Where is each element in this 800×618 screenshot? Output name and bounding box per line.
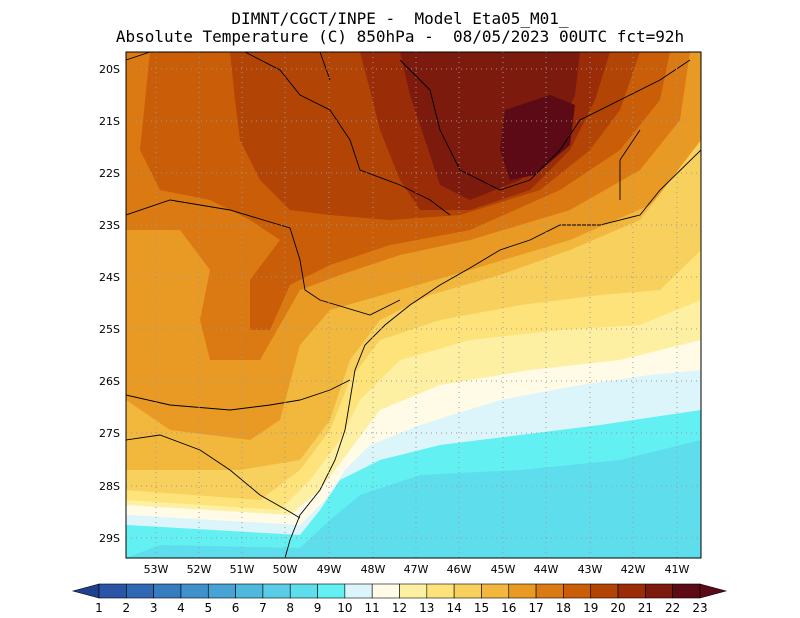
colorbar-cell: [153, 583, 182, 599]
lon-label: 52W: [187, 563, 212, 576]
colorbar-cell: [207, 583, 236, 599]
colorbar-cell: [453, 583, 482, 599]
lat-label: 27S: [99, 427, 120, 440]
colorbar-label: 13: [419, 601, 434, 615]
colorbar-label: 2: [122, 601, 130, 615]
colorbar-label: 3: [150, 601, 158, 615]
lon-label: 45W: [491, 563, 516, 576]
lat-label: 29S: [99, 532, 120, 545]
lon-label: 48W: [361, 563, 386, 576]
colorbar-cell: [98, 583, 127, 599]
lat-label: 24S: [99, 271, 120, 284]
colorbar-label: 16: [501, 601, 516, 615]
colorbar-label: 15: [474, 601, 489, 615]
colorbar-label: 10: [337, 601, 352, 615]
colorbar-cell: [262, 583, 291, 599]
lat-label: 20S: [99, 63, 120, 76]
colorbar-label: 23: [692, 601, 707, 615]
colorbar-label: 20: [610, 601, 625, 615]
lat-label: 25S: [99, 323, 120, 336]
lat-label: 26S: [99, 375, 120, 388]
colorbar-arrow-low: [71, 583, 100, 599]
colorbar-arrow-high: [699, 583, 728, 599]
colorbar-cell: [563, 583, 592, 599]
colorbar-cell: [399, 583, 428, 599]
lon-label: 49W: [317, 563, 342, 576]
lon-label: 42W: [621, 563, 646, 576]
colorbar-cell: [590, 583, 619, 599]
lon-label: 51W: [230, 563, 255, 576]
colorbar-label: 9: [314, 601, 322, 615]
lon-label: 43W: [578, 563, 603, 576]
colorbar-cell: [289, 583, 318, 599]
colorbar: 1 2 3 4 5 6 7 8 9 10 11 12 13 14 15 16 17 18 19 20 21 22 23: [71, 583, 728, 615]
colorbar-label: 14: [446, 601, 461, 615]
colorbar-label: 1: [95, 601, 103, 615]
title-line-1: DIMNT/CGCT/INPE - Model Eta05_M01_: [231, 9, 569, 28]
colorbar-label: 5: [204, 601, 212, 615]
colorbar-label: 11: [365, 601, 380, 615]
colorbar-cell: [235, 583, 264, 599]
lon-label: 47W: [404, 563, 429, 576]
colorbar-label: 12: [392, 601, 407, 615]
colorbar-label: 4: [177, 601, 185, 615]
temperature-field: [126, 52, 701, 558]
colorbar-cell: [371, 583, 400, 599]
latitude-axis: 20S 21S 22S 23S 24S 25S 26S 27S 28S 29S: [99, 63, 120, 545]
colorbar-label: 6: [232, 601, 240, 615]
colorbar-label: 18: [556, 601, 571, 615]
map-frame: [125, 51, 702, 559]
title-line-2: Absolute Temperature (C) 850hPa - 08/05/…: [115, 27, 685, 46]
colorbar-cell: [317, 583, 346, 599]
colorbar-label: 7: [259, 601, 267, 615]
colorbar-cell: [481, 583, 510, 599]
colorbar-cell: [126, 583, 154, 599]
colorbar-cell: [617, 583, 646, 599]
lon-label: 50W: [273, 563, 298, 576]
lon-label: 46W: [447, 563, 472, 576]
lon-label: 53W: [144, 563, 169, 576]
lon-label: 44W: [534, 563, 559, 576]
colorbar-label: 8: [286, 601, 294, 615]
colorbar-cell: [535, 583, 564, 599]
colorbar-label: 19: [583, 601, 598, 615]
lat-label: 23S: [99, 219, 120, 232]
colorbar-label: 22: [665, 601, 680, 615]
colorbar-cell: [180, 583, 209, 599]
longitude-axis: 53W 52W 51W 50W 49W 48W 47W 46W 45W 44W …: [144, 563, 690, 576]
colorbar-cell: [426, 583, 455, 599]
graticule: [126, 52, 701, 558]
colorbar-label: 21: [638, 601, 653, 615]
colorbar-label: 17: [528, 601, 543, 615]
lat-label: 21S: [99, 115, 120, 128]
lat-label: 22S: [99, 167, 120, 180]
colorbar-cell: [645, 583, 673, 599]
colorbar-cell: [672, 583, 701, 599]
lon-label: 41W: [665, 563, 690, 576]
colorbar-cell: [508, 583, 537, 599]
lat-label: 28S: [99, 480, 120, 493]
colorbar-cell: [344, 583, 373, 599]
coastline-borders: [126, 52, 701, 558]
